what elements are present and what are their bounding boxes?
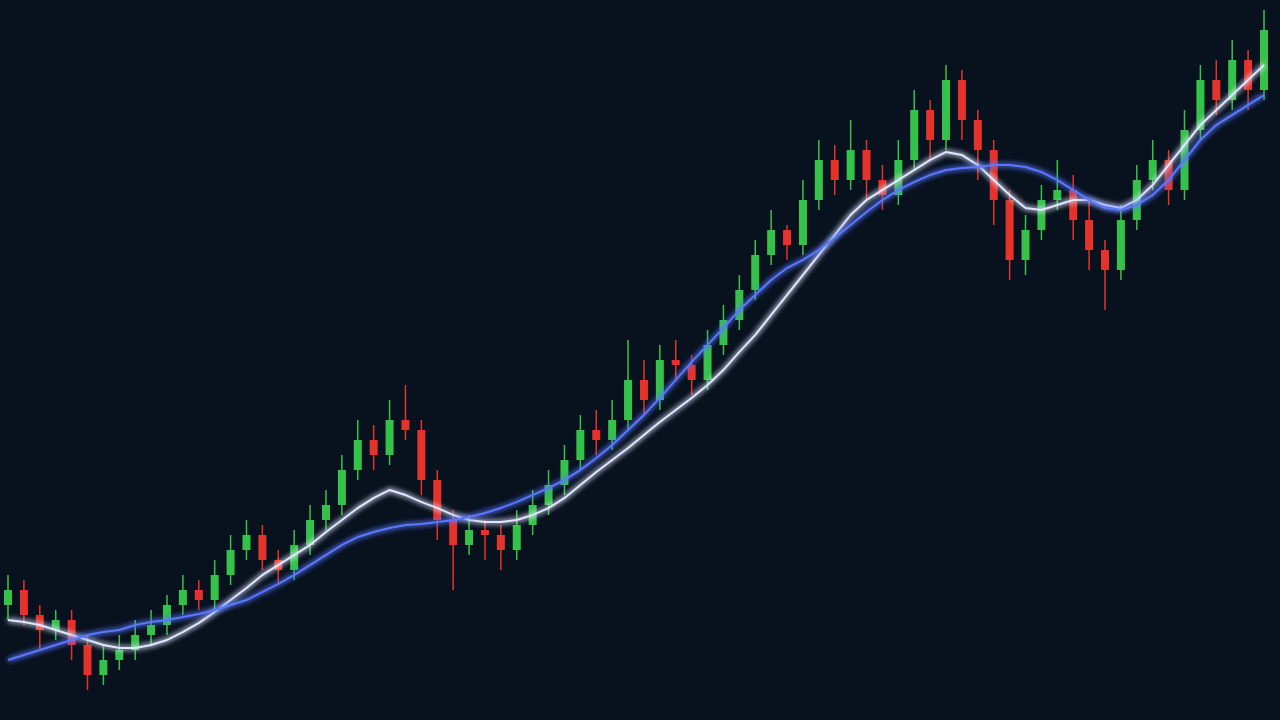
candle-body — [1260, 30, 1268, 90]
candle-body — [1053, 190, 1062, 200]
candle-body — [321, 505, 330, 520]
candle-body — [957, 80, 966, 120]
candle-body — [926, 110, 935, 140]
candle-body — [83, 645, 92, 675]
candle-body — [989, 150, 998, 200]
candle-body — [1005, 200, 1014, 260]
candle-body — [115, 650, 124, 660]
candle-body — [290, 545, 299, 570]
candle-body — [19, 590, 28, 615]
candle-body — [353, 440, 362, 470]
candle-body — [4, 590, 12, 605]
candle-body — [226, 550, 235, 575]
candle-body — [480, 530, 489, 535]
candle-body — [639, 380, 648, 400]
candle-body — [671, 360, 680, 365]
candle-body — [178, 590, 187, 605]
candle-body — [1228, 60, 1237, 100]
candle-body — [846, 150, 855, 180]
candle-body — [258, 535, 267, 560]
candle-body — [67, 620, 76, 645]
candle-body — [1085, 220, 1094, 250]
candle-body — [417, 430, 426, 480]
candle-body — [496, 535, 505, 550]
candle-body — [401, 420, 410, 430]
candle-body — [560, 460, 569, 485]
candle-body — [51, 620, 60, 630]
candle-body — [703, 345, 712, 380]
candle-body — [655, 360, 664, 400]
candle-body — [465, 530, 474, 545]
candle-body — [687, 365, 696, 380]
candle-body — [242, 535, 251, 550]
candle-body — [131, 635, 140, 650]
candle-body — [942, 80, 951, 140]
candle-body — [608, 420, 617, 440]
candle-body — [1101, 250, 1110, 270]
candle-body — [894, 160, 903, 195]
candle-body — [719, 320, 728, 345]
candle-body — [830, 160, 839, 180]
candle-body — [878, 180, 887, 195]
candle-body — [99, 660, 108, 675]
candle-body — [512, 525, 521, 550]
candle-body — [433, 480, 442, 520]
candle-body — [35, 615, 44, 630]
candle-body — [369, 440, 378, 455]
candle-body — [1069, 190, 1078, 220]
candle-body — [544, 485, 553, 505]
candle-body — [147, 625, 156, 635]
candle-body — [1116, 220, 1125, 270]
candle-body — [1196, 80, 1205, 130]
candle-body — [306, 520, 315, 545]
candle-body — [783, 230, 792, 245]
candle-body — [449, 520, 458, 545]
candle-body — [1164, 160, 1173, 190]
candle-body — [576, 430, 585, 460]
candle-body — [162, 605, 171, 625]
candle-body — [592, 430, 601, 440]
candle-body — [624, 380, 633, 420]
candle-body — [385, 420, 394, 455]
candle-body — [798, 200, 807, 245]
candle-body — [194, 590, 203, 600]
candle-body — [751, 255, 760, 290]
candle-body — [1212, 80, 1221, 100]
candle-body — [814, 160, 823, 200]
candle-body — [1021, 230, 1030, 260]
candle-body — [973, 120, 982, 150]
candle-body — [735, 290, 744, 320]
candle-body — [1148, 160, 1157, 180]
moving-average-line — [7, 94, 1265, 661]
candle-body — [1037, 200, 1046, 230]
candle-body — [337, 470, 346, 505]
candle-body — [767, 230, 776, 255]
candle-body — [1244, 60, 1253, 90]
candle-body — [862, 150, 871, 180]
candle-body — [210, 575, 219, 600]
candle-body — [910, 110, 919, 160]
